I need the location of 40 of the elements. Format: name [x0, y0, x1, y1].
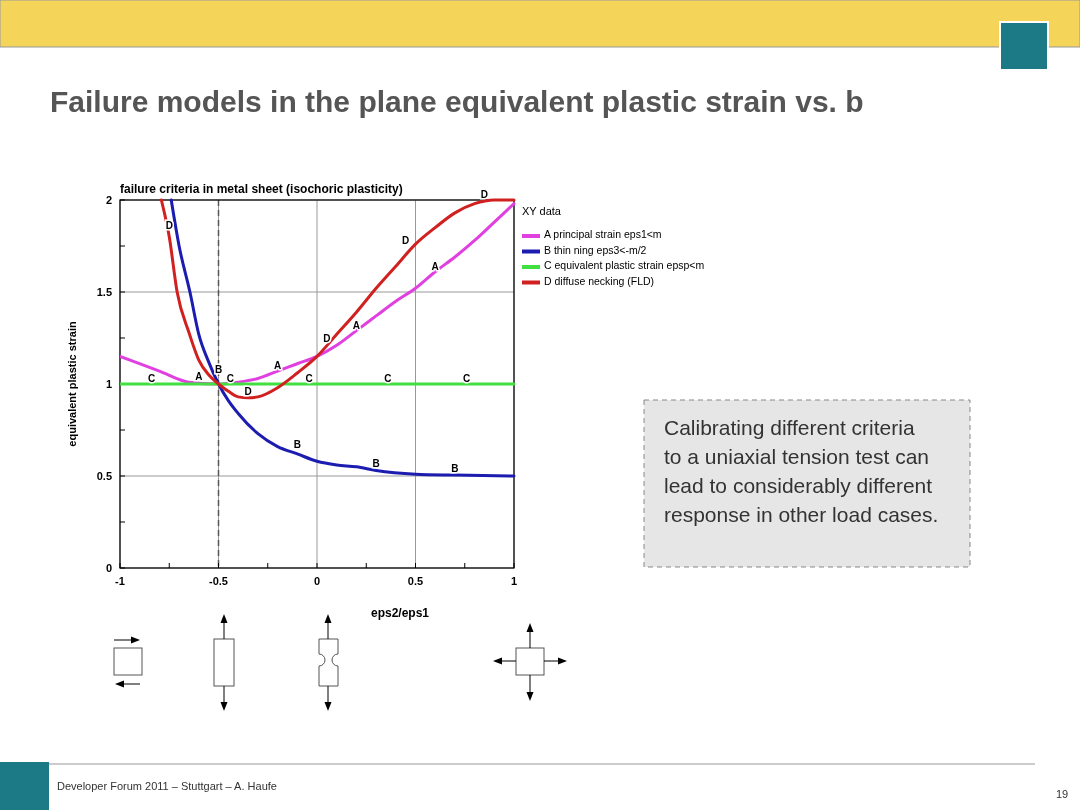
- y-axis-title: equivalent plastic strain: [66, 321, 78, 447]
- x-tick-label: 0: [313, 575, 321, 587]
- annotation: A: [352, 319, 361, 331]
- annotation: A: [195, 371, 203, 383]
- legend-label: A principal strain eps1<m: [544, 228, 662, 240]
- y-tick-label: 0.5: [96, 470, 112, 482]
- annotation: D: [244, 385, 252, 397]
- annotation: D: [323, 332, 331, 344]
- annotation: D: [402, 235, 410, 246]
- annotation: C: [147, 373, 156, 384]
- annotation: C: [384, 373, 392, 384]
- x-tick-label: 1: [510, 575, 518, 587]
- line-series: [159, 198, 516, 400]
- annotation: B: [451, 463, 459, 475]
- annotation: A: [431, 260, 439, 272]
- annotation: C: [305, 373, 313, 384]
- annotation: C: [226, 373, 234, 384]
- y-tick-label: 1: [105, 378, 112, 390]
- annotation: B: [214, 363, 223, 375]
- x-tick-label: -0.5: [209, 575, 228, 587]
- annotation: C: [463, 373, 471, 384]
- x-tick-label: -1: [115, 575, 125, 587]
- text: Calibrating different criteria to a uniaxial tension test can lead to considerably different response in other load cases.: [664, 416, 939, 526]
- annotation: B: [372, 457, 380, 469]
- legend-label: B thin ning eps3<-m/2: [544, 243, 647, 256]
- y-tick-label: 0: [105, 562, 112, 574]
- text: 19: [1056, 788, 1069, 800]
- x-tick-label: 0.5: [407, 575, 424, 587]
- chart-subtitle: failure criteria in metal sheet (isochoric plasticity): [120, 182, 403, 196]
- legend-label: C equivalent plastic strain epsp<m: [544, 259, 705, 271]
- y-tick-label: 1.5: [96, 286, 112, 298]
- annotation: A: [273, 360, 282, 372]
- legend-title: XY data: [522, 205, 562, 217]
- x-axis-title: eps2/eps1: [370, 606, 430, 620]
- y-tick-label: 2: [105, 194, 112, 206]
- annotation: B: [293, 439, 301, 451]
- chart-title: Failure models in the plane equivalent plastic strain vs. b: [50, 85, 864, 118]
- text: Developer Forum 2011 – Stuttgart – A. Haufe: [57, 780, 277, 792]
- annotation: D: [480, 189, 489, 200]
- legend-label: D diffuse necking (FLD): [544, 274, 655, 287]
